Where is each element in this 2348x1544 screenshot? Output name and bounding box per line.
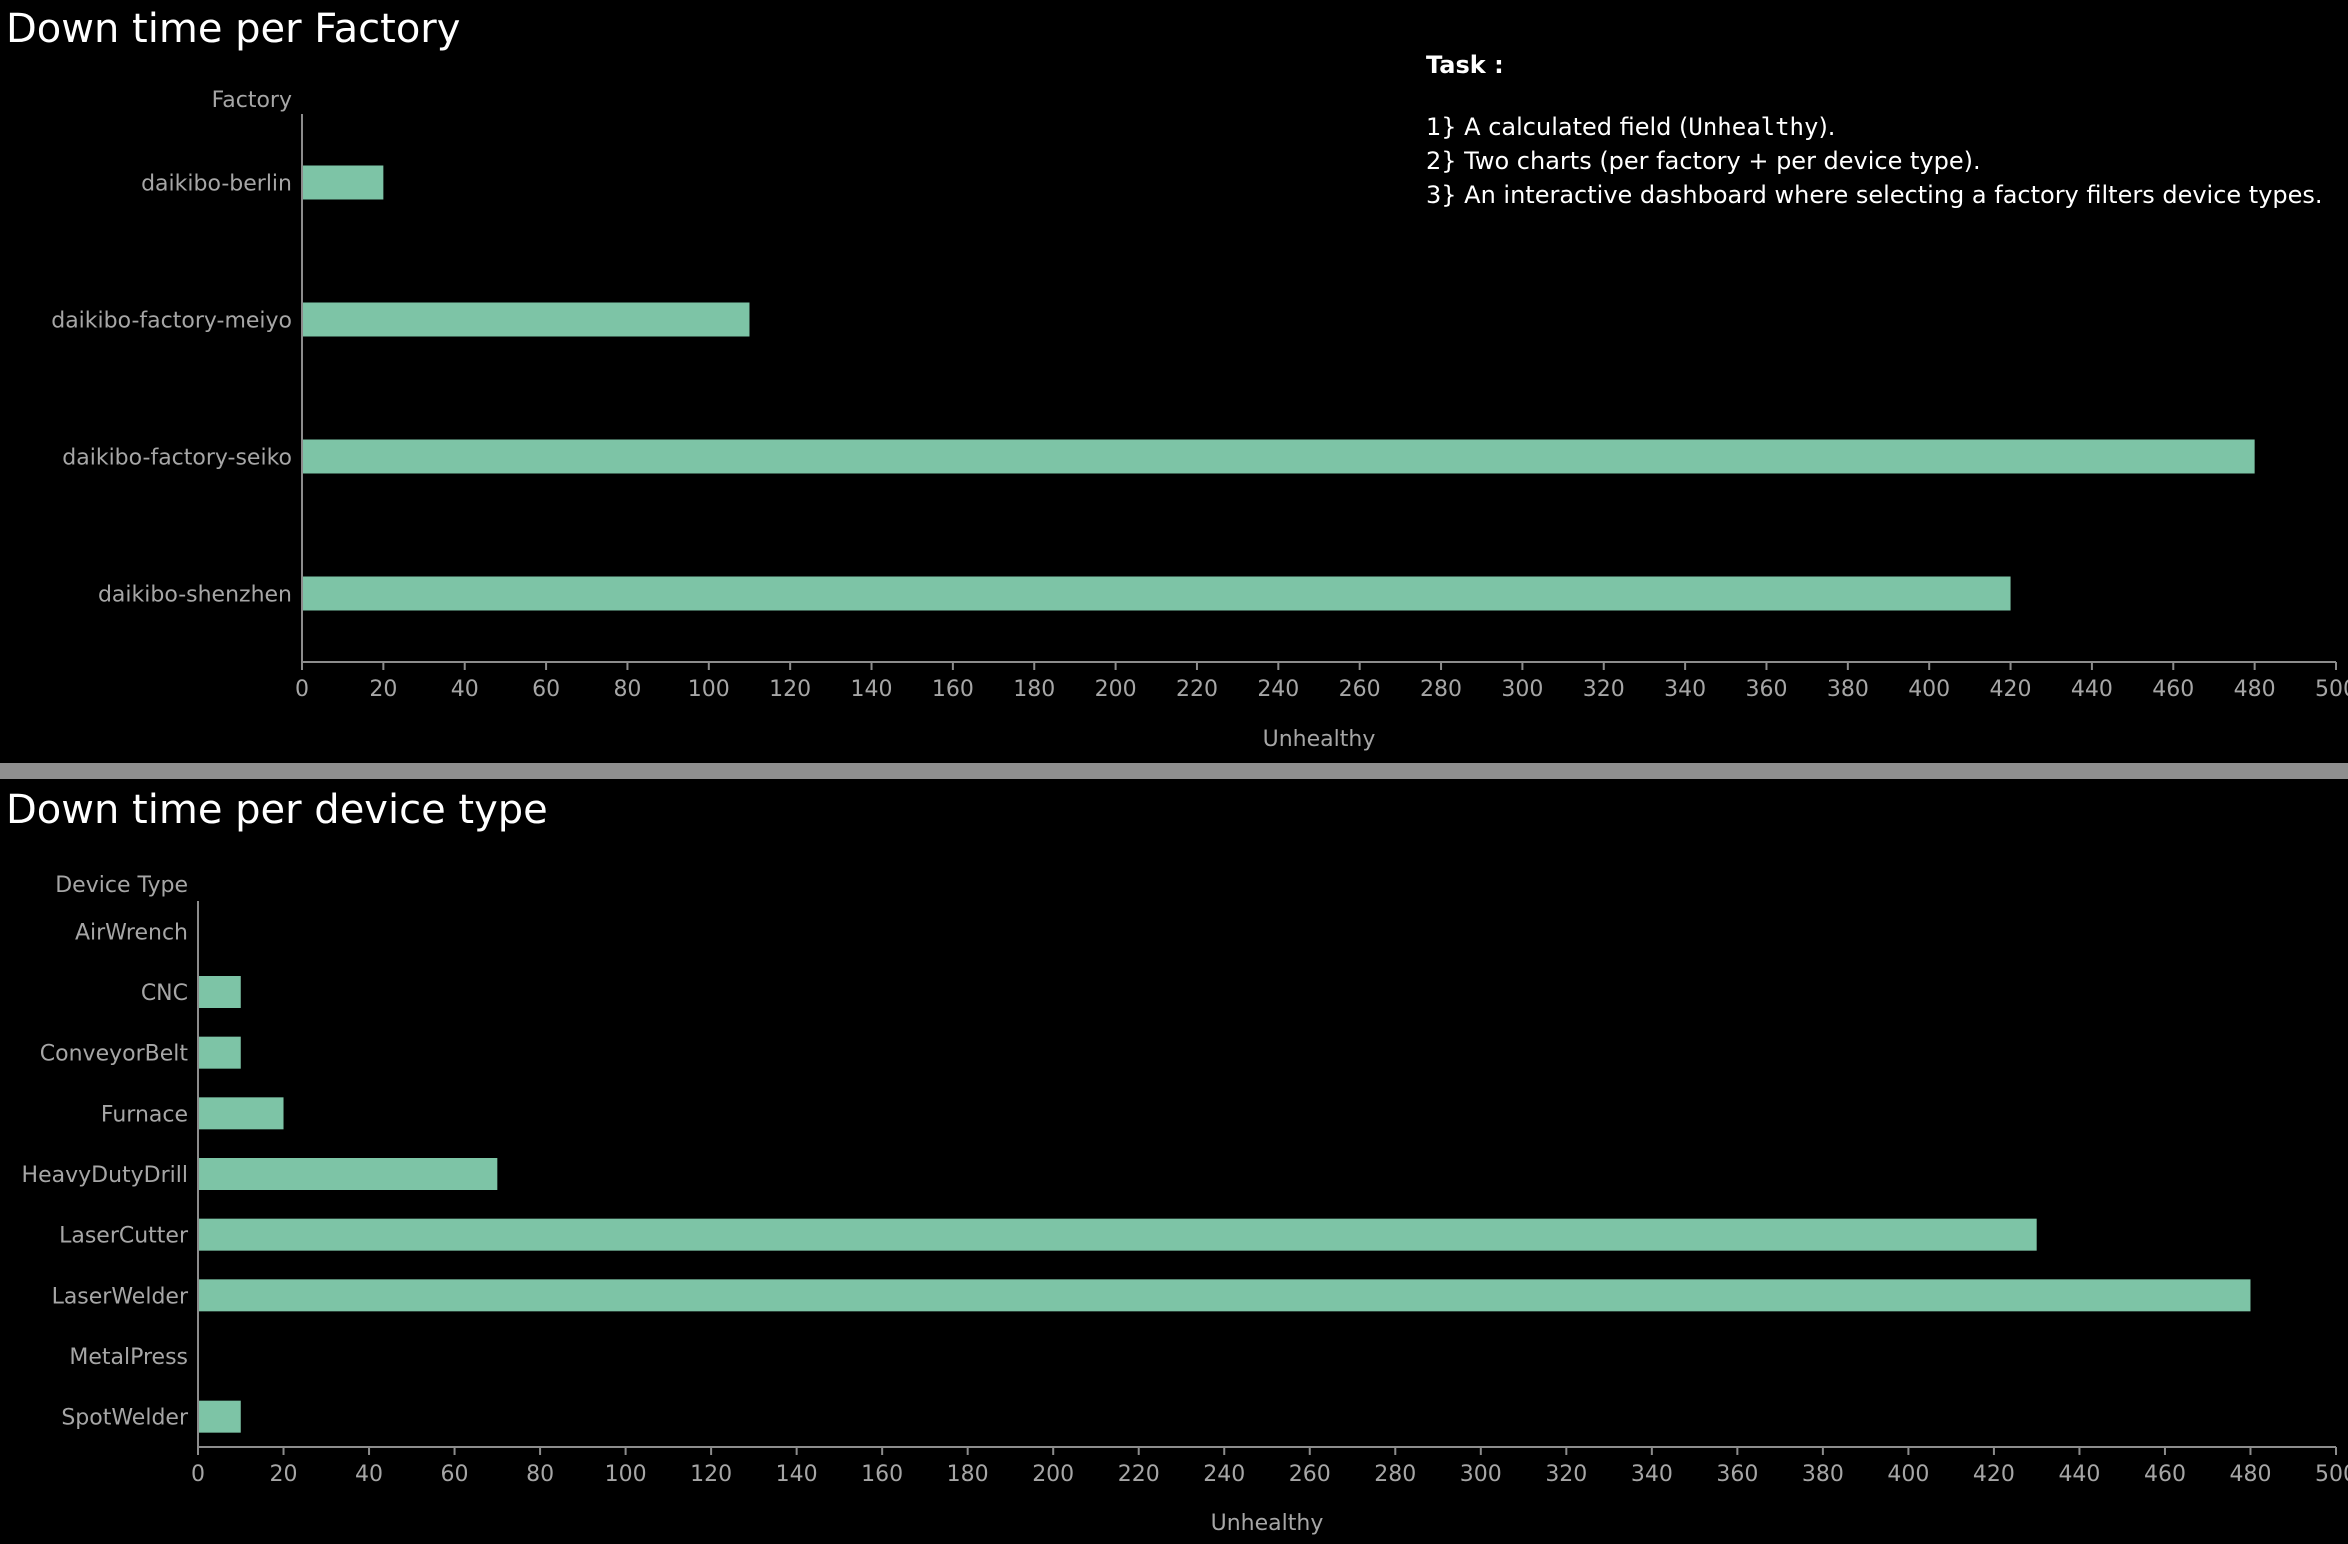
x-tick-label: 60 xyxy=(532,677,560,702)
category-label: AirWrench xyxy=(75,920,188,945)
category-label: LaserWelder xyxy=(52,1284,189,1309)
task-note: Task : 1} A calculated field (Unhealthy)… xyxy=(1426,48,2323,212)
category-label: daikibo-factory-seiko xyxy=(62,446,292,471)
x-tick-label: 60 xyxy=(441,1462,469,1487)
x-tick-label: 20 xyxy=(270,1462,298,1487)
task-line-1-prefix: 1} A calculated field ( xyxy=(1426,113,1689,141)
x-tick-label: 40 xyxy=(451,677,479,702)
x-tick-label: 200 xyxy=(1095,677,1137,702)
task-line-1: 1} A calculated field (Unhealthy). xyxy=(1426,110,2323,144)
x-tick-label: 180 xyxy=(1013,677,1055,702)
x-tick-label: 200 xyxy=(1032,1462,1074,1487)
device-chart-title: Down time per device type xyxy=(6,787,548,833)
bar-daikibo-factory-meiyo xyxy=(302,302,750,337)
category-label: daikibo-factory-meiyo xyxy=(51,309,292,334)
x-tick-label: 400 xyxy=(1908,677,1950,702)
factory-bar-chart: Factory daikibo-berlin daikibo-factory-mei… xyxy=(51,88,2348,752)
x-tick-label: 120 xyxy=(690,1462,732,1487)
category-label: ConveyorBelt xyxy=(40,1042,189,1067)
category-label: daikibo-shenzhen xyxy=(98,583,292,608)
x-tick-label: 380 xyxy=(1827,677,1869,702)
task-line-1-suffix: ). xyxy=(1818,113,1836,141)
category-label: LaserCutter xyxy=(59,1224,189,1249)
x-tick-label: 500 xyxy=(2315,1462,2348,1487)
x-tick-label: 140 xyxy=(776,1462,818,1487)
category-label: HeavyDutyDrill xyxy=(22,1163,188,1188)
x-tick-label: 260 xyxy=(1339,677,1381,702)
x-tick-label: 80 xyxy=(613,677,641,702)
x-tick-label: 320 xyxy=(1583,677,1625,702)
category-label: daikibo-berlin xyxy=(141,172,292,197)
bar-daikibo-factory-seiko xyxy=(302,439,2255,474)
x-tick-label: 160 xyxy=(861,1462,903,1487)
x-tick-label: 20 xyxy=(369,677,397,702)
task-line-1-code: Unhealthy xyxy=(1688,113,1819,141)
bar-HeavyDutyDrill xyxy=(198,1158,498,1190)
x-tick-label: 80 xyxy=(526,1462,554,1487)
x-tick-label: 0 xyxy=(295,677,309,702)
bar-SpotWelder xyxy=(198,1400,241,1433)
category-label: Furnace xyxy=(101,1102,188,1127)
x-tick-label: 40 xyxy=(355,1462,383,1487)
x-tick-label: 220 xyxy=(1176,677,1218,702)
task-line-2: 2} Two charts (per factory + per device … xyxy=(1426,147,1981,175)
bar-daikibo-shenzhen xyxy=(302,576,2011,611)
x-tick-label: 120 xyxy=(769,677,811,702)
bar-daikibo-berlin xyxy=(302,165,384,200)
bar-Furnace xyxy=(198,1097,284,1130)
x-tick-label: 160 xyxy=(932,677,974,702)
x-tick-label: 100 xyxy=(688,677,730,702)
x-tick-label: 0 xyxy=(191,1462,205,1487)
x-tick-label: 440 xyxy=(2058,1462,2100,1487)
x-tick-label: 300 xyxy=(1460,1462,1502,1487)
y-axis-title: Device Type xyxy=(55,873,188,898)
bar-LaserCutter xyxy=(198,1218,2037,1251)
x-tick-label: 300 xyxy=(1501,677,1543,702)
panel-divider xyxy=(0,763,2348,779)
x-tick-label: 400 xyxy=(1887,1462,1929,1487)
x-tick-label: 280 xyxy=(1374,1462,1416,1487)
x-tick-label: 480 xyxy=(2229,1462,2271,1487)
x-tick-label: 480 xyxy=(2234,677,2276,702)
task-line-3: 3} An interactive dashboard where select… xyxy=(1426,181,2323,209)
x-tick-label: 460 xyxy=(2152,677,2194,702)
factory-chart-title: Down time per Factory xyxy=(6,6,461,52)
x-tick-label: 500 xyxy=(2315,677,2348,702)
x-tick-label: 240 xyxy=(1203,1462,1245,1487)
device-bar-chart: Device Type AirWrench CNC ConveyorBelt Furna… xyxy=(22,873,2348,1536)
x-tick-label: 100 xyxy=(605,1462,647,1487)
device-chart-panel: Down time per device type Device Type Air… xyxy=(0,779,2348,1544)
x-axis-title: Unhealthy xyxy=(1211,1511,1324,1536)
x-tick-label: 360 xyxy=(1745,677,1787,702)
x-axis-title: Unhealthy xyxy=(1263,727,1376,752)
category-label: SpotWelder xyxy=(61,1406,189,1431)
factory-chart-panel: Down time per Factory Task : 1} A calcul… xyxy=(0,0,2348,763)
x-tick-label: 420 xyxy=(1990,677,2032,702)
x-tick-label: 340 xyxy=(1664,677,1706,702)
category-label: CNC xyxy=(141,981,188,1006)
task-heading: Task : xyxy=(1426,51,1504,79)
x-tick-label: 340 xyxy=(1631,1462,1673,1487)
x-tick-label: 280 xyxy=(1420,677,1462,702)
bar-LaserWelder xyxy=(198,1279,2251,1312)
x-tick-label: 440 xyxy=(2071,677,2113,702)
x-tick-label: 240 xyxy=(1257,677,1299,702)
bar-CNC xyxy=(198,976,241,1008)
x-tick-label: 140 xyxy=(851,677,893,702)
x-tick-label: 180 xyxy=(947,1462,989,1487)
x-tick-label: 360 xyxy=(1716,1462,1758,1487)
x-tick-label: 380 xyxy=(1802,1462,1844,1487)
category-label: MetalPress xyxy=(69,1345,188,1370)
x-tick-label: 460 xyxy=(2144,1462,2186,1487)
x-tick-label: 260 xyxy=(1289,1462,1331,1487)
x-tick-label: 220 xyxy=(1118,1462,1160,1487)
y-axis-title: Factory xyxy=(212,88,292,113)
x-tick-label: 320 xyxy=(1545,1462,1587,1487)
bar-ConveyorBelt xyxy=(198,1036,241,1069)
x-tick-label: 420 xyxy=(1973,1462,2015,1487)
